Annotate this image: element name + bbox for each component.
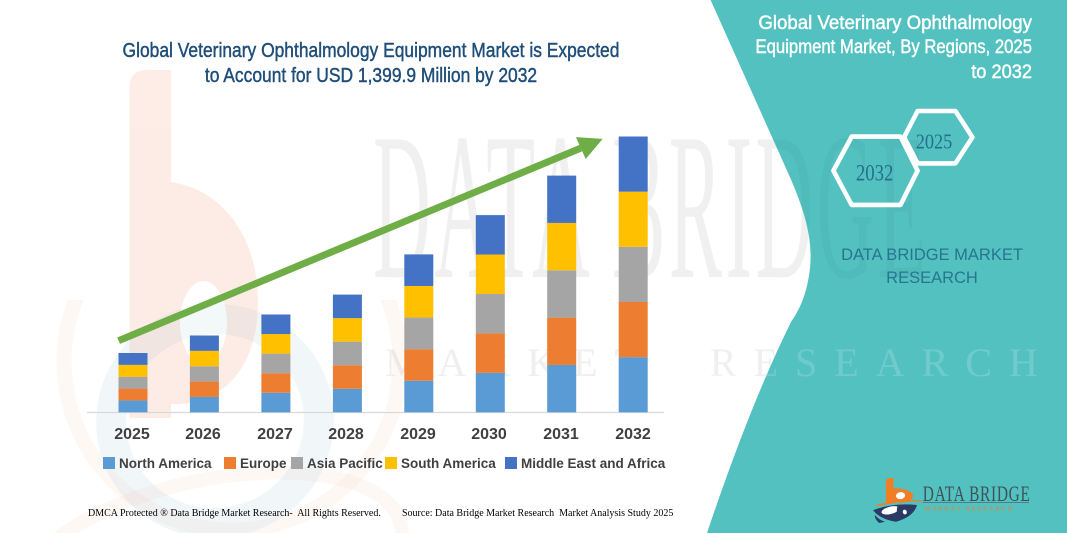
svg-text:2032: 2032 [856,160,894,187]
svg-text:2025: 2025 [916,130,953,154]
svg-text:MARKET RESEARCH: MARKET RESEARCH [925,505,1014,512]
svg-text:DATA BRIDGE: DATA BRIDGE [923,482,1031,506]
